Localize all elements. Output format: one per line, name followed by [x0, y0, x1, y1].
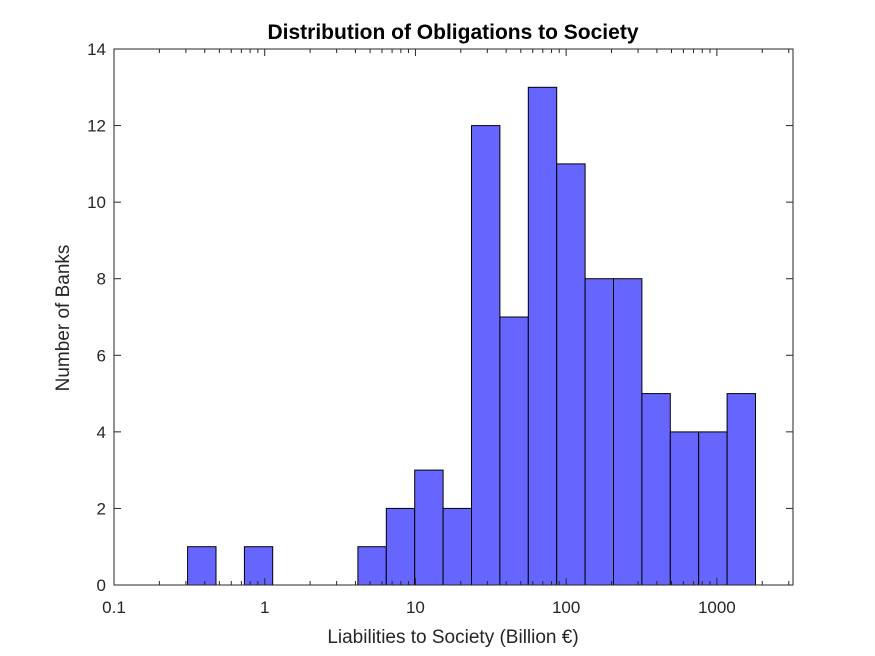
axes-box	[113, 48, 794, 586]
y-tick-label: 0	[97, 576, 106, 595]
histogram-bar	[385, 507, 416, 586]
y-tick-label: 10	[87, 193, 106, 212]
histogram-bar	[243, 546, 274, 586]
x-tick-label: 1000	[698, 598, 736, 617]
histogram-bar	[698, 431, 728, 586]
y-axis-label: Number of Banks	[53, 245, 74, 392]
x-tick-label: 1	[260, 598, 269, 617]
x-tick-label: 100	[552, 598, 580, 617]
chart-title: Distribution of Obligations to Society	[268, 21, 639, 44]
histogram-bar	[584, 278, 614, 586]
axis-tick-labels: 0.1 1 10 100 1000 0 2 4 6 8 10 12 14	[87, 40, 736, 617]
x-tick-label: 0.1	[102, 598, 126, 617]
axis-ticks	[113, 48, 793, 586]
histogram-bars	[187, 86, 756, 586]
x-axis-label: Liabilities to Society (Billion €)	[327, 627, 578, 648]
y-tick-label: 14	[87, 40, 106, 59]
histogram-bar	[527, 86, 558, 586]
histogram-bar	[641, 393, 671, 586]
histogram-bar	[187, 546, 217, 586]
histogram-bar	[613, 278, 643, 586]
y-tick-label: 4	[97, 423, 106, 442]
y-tick-label: 12	[87, 117, 106, 136]
y-tick-label: 8	[97, 270, 106, 289]
histogram-bar	[471, 125, 501, 586]
histogram-bar	[414, 469, 444, 586]
histogram-bar	[669, 431, 700, 586]
histogram-bar	[556, 163, 586, 586]
histogram-bar	[726, 393, 756, 586]
y-tick-label: 2	[97, 499, 106, 518]
histogram-bar	[357, 546, 387, 586]
y-tick-label: 6	[97, 346, 106, 365]
x-tick-label: 10	[406, 598, 425, 617]
histogram-bar	[442, 507, 473, 586]
histogram-bar	[499, 316, 529, 586]
